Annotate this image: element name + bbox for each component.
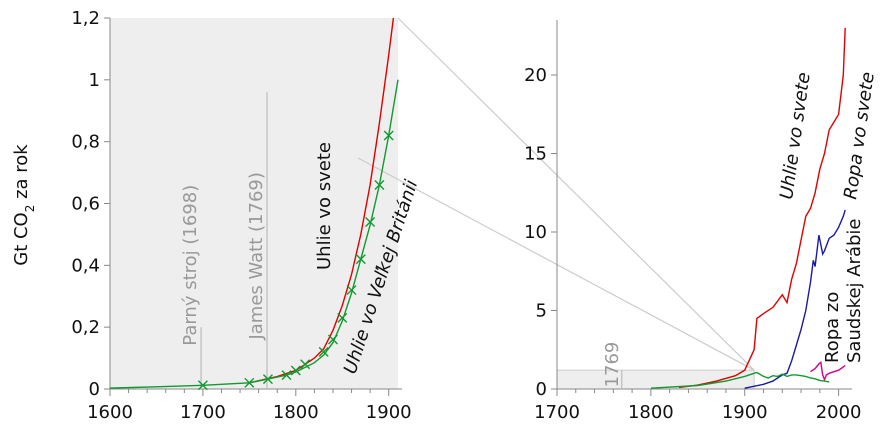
right-1769-label: 1769 xyxy=(602,342,623,388)
right-series-oil-saudi-line xyxy=(810,360,846,382)
right-y-tick-label: 20 xyxy=(524,65,547,86)
right-y-tick-label: 0 xyxy=(536,379,547,400)
axes-layer xyxy=(104,17,852,396)
left-series-coal-uk-marker xyxy=(197,380,208,391)
left-zoom-shade xyxy=(110,18,398,389)
left-series-coal-uk-marker xyxy=(337,312,348,323)
left-series-coal-uk-marker xyxy=(262,374,273,385)
left-x-tick-label: 1700 xyxy=(180,402,226,423)
series-layer xyxy=(109,17,846,391)
left-series-coal-uk-marker xyxy=(374,179,385,190)
right-series-coal-world-line xyxy=(678,27,846,389)
left-x-tick-label: 1800 xyxy=(273,402,319,423)
y-axis-label-sub: 2 xyxy=(23,205,37,213)
steam-engine-label: Parný stroj (1698) xyxy=(180,185,201,346)
right-y-tick-label: 15 xyxy=(524,144,547,165)
left-series-coal-uk-marker xyxy=(327,334,338,345)
right-x-tick-label: 1900 xyxy=(722,402,768,423)
left-x-tick-label: 1600 xyxy=(87,402,133,423)
left-y-tick-label: 0,4 xyxy=(71,255,100,276)
left-y-tick-label: 0,2 xyxy=(71,317,100,338)
left-y-tick-label: 1 xyxy=(89,70,100,91)
y-axis-label: Gt CO2 za rok xyxy=(11,144,37,266)
right-x-tick-label: 1800 xyxy=(628,402,674,423)
right-series-coal-uk-line xyxy=(650,371,830,389)
left-series-coal-uk-marker xyxy=(346,285,357,296)
left-y-tick-label: 1,2 xyxy=(71,8,100,29)
left-series-coal-uk-marker xyxy=(383,130,394,141)
y-axis-label-rest: za rok xyxy=(11,144,32,205)
right-y-tick-label: 10 xyxy=(524,222,547,243)
left-series-coal-uk-marker xyxy=(355,254,366,265)
zoom-connector-top xyxy=(397,17,755,371)
right-label-oil-saudi-2: Saudskej Arábie xyxy=(844,219,865,364)
right-x-tick-label: 2000 xyxy=(816,402,862,423)
left-y-tick-label: 0,6 xyxy=(71,194,100,215)
left-series-coal-uk-marker xyxy=(300,359,311,370)
left-y-tick-label: 0,8 xyxy=(71,132,100,153)
left-series-coal-uk-marker xyxy=(290,365,301,376)
left-label-coal-world: Uhlie vo svete xyxy=(314,142,335,270)
y-axis-label-main: Gt CO xyxy=(11,212,32,265)
zoom-connector-diagonal xyxy=(357,157,755,371)
left-series-coal-uk-marker xyxy=(318,346,329,357)
right-x-tick-label: 1700 xyxy=(534,402,580,423)
right-label-oil-saudi-1: Ropa zo xyxy=(822,292,843,363)
shade-layer xyxy=(110,17,755,390)
right-label-oil-world: Ropa vo svete xyxy=(840,71,879,201)
left-x-tick-label: 1900 xyxy=(366,402,412,423)
right-label-coal-world: Uhlie vo svete xyxy=(776,71,815,201)
left-series-coal-uk-marker xyxy=(244,377,255,388)
left-series-coal-uk-marker xyxy=(365,217,376,228)
left-y-tick-label: 0 xyxy=(89,379,100,400)
right-y-tick-label: 5 xyxy=(536,301,547,322)
right-zoom-shade xyxy=(556,369,755,390)
left-series-coal-uk-marker xyxy=(281,370,292,381)
james-watt-label: James Watt (1769) xyxy=(246,172,267,340)
left-series-coal-uk-line xyxy=(109,79,399,389)
